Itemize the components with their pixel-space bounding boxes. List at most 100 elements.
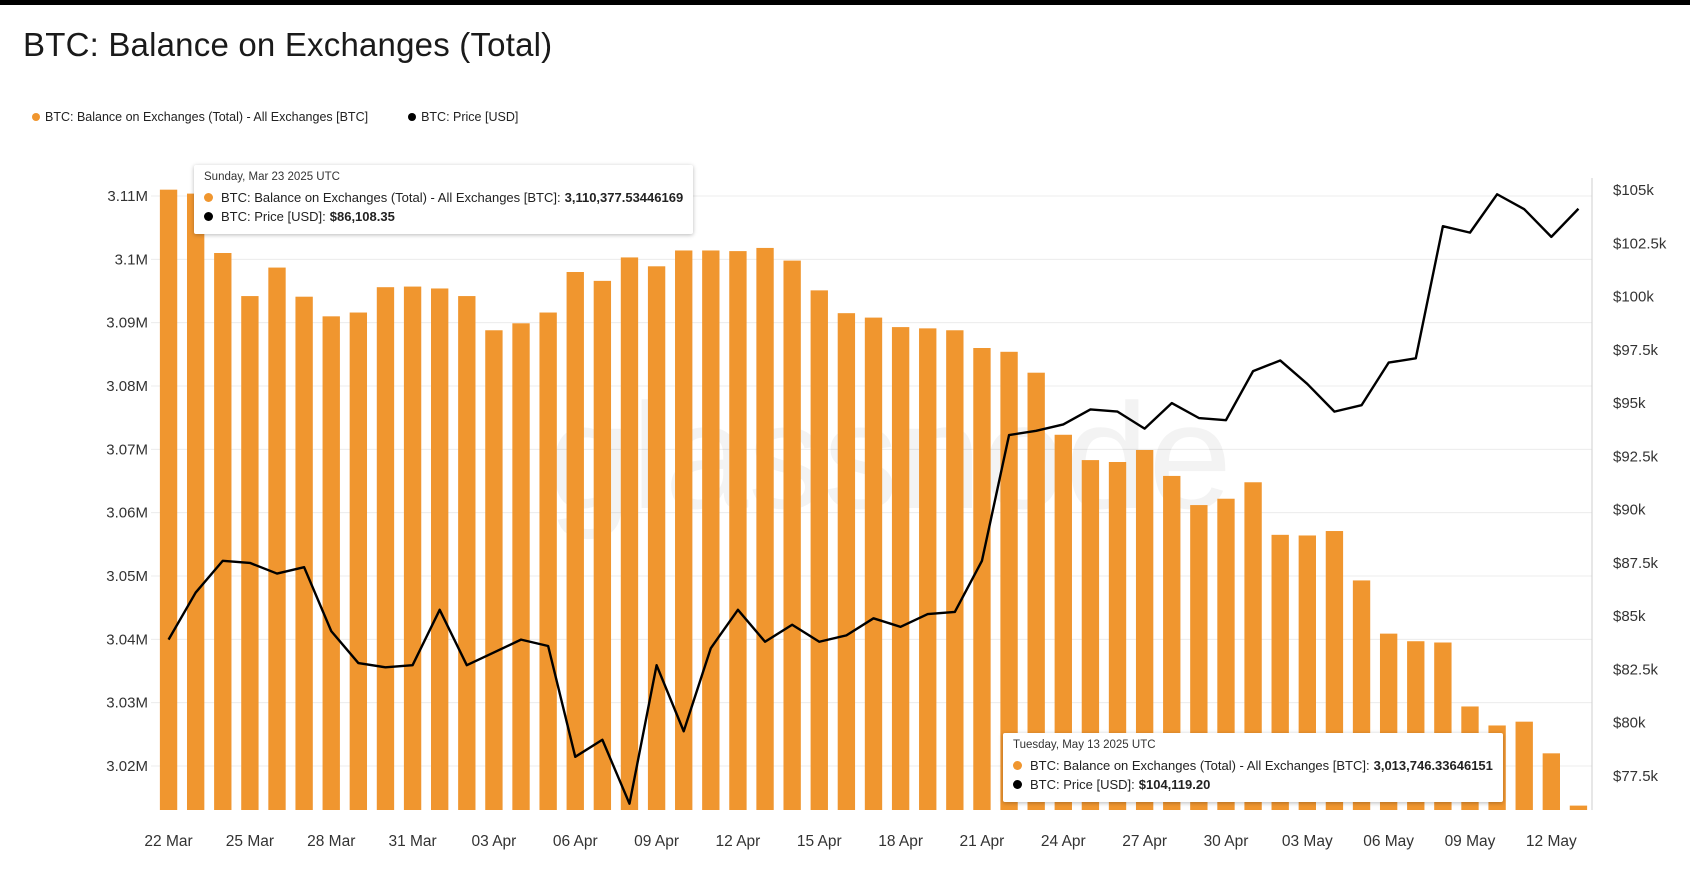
bar-19-apr xyxy=(919,328,937,810)
legend-balance-label: BTC: Balance on Exchanges (Total) - All … xyxy=(45,110,369,124)
y-left-tick-label: 3.05M xyxy=(106,568,148,585)
tooltip-balance-value: 3,013,746.33646151 xyxy=(1373,758,1493,773)
y-right-tick-label: $105k xyxy=(1613,182,1654,199)
y-left-tick-label: 3.02M xyxy=(106,758,148,775)
x-tick-label: 27 Apr xyxy=(1122,833,1167,850)
tooltip-price-marker xyxy=(1013,780,1022,789)
y-left-tick-label: 3.11M xyxy=(107,188,148,205)
legend-item-price[interactable]: BTC: Price [USD] xyxy=(408,110,518,124)
tooltip-balance-marker xyxy=(204,193,213,202)
y-right-tick-label: $92.5k xyxy=(1613,448,1659,465)
x-tick-label: 28 Mar xyxy=(307,833,355,850)
legend-price-marker xyxy=(408,113,417,121)
y-left-tick-label: 3.03M xyxy=(106,695,148,712)
bar-18-apr xyxy=(891,327,910,810)
tooltip-balance-value: 3,110,377.53446169 xyxy=(564,190,684,205)
bar-15-apr xyxy=(810,290,828,810)
x-tick-label: 24 Apr xyxy=(1041,833,1086,850)
tooltip-price-marker xyxy=(204,212,213,221)
tooltip-date: Sunday, Mar 23 2025 UTC xyxy=(204,171,340,183)
y-left-tick-label: 3.07M xyxy=(106,441,148,458)
bar-08-apr xyxy=(620,257,639,810)
bar-20-apr xyxy=(946,330,964,810)
bar-02-apr xyxy=(458,296,476,810)
y-right-tick-label: $77.5k xyxy=(1613,768,1659,785)
y-right-tick-label: $85k xyxy=(1613,608,1646,625)
bar-22-mar xyxy=(159,189,178,811)
legend-balance-marker xyxy=(32,113,40,121)
y-left-tick-label: 3.04M xyxy=(106,631,148,648)
x-tick-label: 06 Apr xyxy=(553,833,598,850)
x-tick-label: 09 May xyxy=(1445,833,1496,850)
bar-23-apr xyxy=(1027,372,1045,810)
bar-30-mar xyxy=(376,287,395,810)
bar-22-apr xyxy=(1000,351,1018,810)
tooltip-row-price: BTC: Price [USD]: $86,108.35 xyxy=(204,207,683,226)
bar-27-apr xyxy=(1135,449,1154,810)
tooltip-price-label: BTC: Price [USD]: xyxy=(1030,777,1135,792)
bar-01-apr xyxy=(431,288,449,811)
bar-11-apr xyxy=(702,250,720,811)
bar-30-apr xyxy=(1217,498,1235,810)
bar-25-mar xyxy=(241,296,259,810)
bar-05-apr xyxy=(539,312,557,810)
bar-21-apr xyxy=(973,348,991,810)
bar-24-mar xyxy=(214,253,232,810)
y-right-tick-label: $90k xyxy=(1613,502,1646,519)
bar-04-apr xyxy=(512,323,530,810)
x-tick-label: 12 Apr xyxy=(716,833,761,850)
chart-title: BTC: Balance on Exchanges (Total) xyxy=(23,26,553,63)
tooltip-balance-label: BTC: Balance on Exchanges (Total) - All … xyxy=(1030,758,1370,773)
bar-09-apr xyxy=(647,266,666,810)
x-tick-label: 06 May xyxy=(1363,833,1414,850)
bar-13-may xyxy=(1569,805,1588,810)
bar-28-apr xyxy=(1163,475,1181,810)
y-right-tick-label: $87.5k xyxy=(1613,555,1659,572)
x-tick-label: 22 Mar xyxy=(144,833,192,850)
left-axis-ticks: 3.02M 3.03M 3.04M 3.05M 3.06M 3.07M 3.08M 3.09M… xyxy=(106,188,148,775)
x-tick-label: 03 Apr xyxy=(472,833,517,850)
tooltip-row-price: BTC: Price [USD]: $104,119.20 xyxy=(1013,775,1493,794)
x-tick-label: 03 May xyxy=(1282,833,1333,850)
bar-24-apr xyxy=(1054,434,1072,810)
y-left-tick-label: 3.1M xyxy=(115,251,148,268)
bar-13-apr xyxy=(756,247,774,810)
y-right-tick-label: $80k xyxy=(1613,715,1646,732)
bar-31-mar xyxy=(403,286,422,810)
x-tick-label: 09 Apr xyxy=(634,833,679,850)
bar-01-may xyxy=(1244,482,1262,810)
bar-23-mar xyxy=(186,193,205,811)
bar-26-mar xyxy=(268,267,286,810)
bar-28-mar xyxy=(322,316,340,810)
legend: BTC: Balance on Exchanges (Total) - All … xyxy=(32,110,558,124)
y-right-tick-label: $95k xyxy=(1613,395,1646,412)
bar-14-apr xyxy=(783,260,801,811)
legend-item-balance[interactable]: BTC: Balance on Exchanges (Total) - All … xyxy=(32,110,368,124)
x-tick-label: 25 Mar xyxy=(226,833,274,850)
price-line xyxy=(167,193,1580,805)
tooltip-date: Tuesday, May 13 2025 UTC xyxy=(1013,739,1156,751)
bar-12-apr xyxy=(729,251,747,811)
x-tick-label: 31 Mar xyxy=(388,833,436,850)
bar-07-apr xyxy=(593,280,612,810)
tooltip-price-label: BTC: Price [USD]: xyxy=(221,209,326,224)
x-tick-label: 15 Apr xyxy=(797,833,842,850)
bar-17-apr xyxy=(864,317,883,810)
tooltip-start: Sunday, Mar 23 2025 UTC BTC: Balance on … xyxy=(194,165,694,234)
tooltip-balance-label: BTC: Balance on Exchanges (Total) - All … xyxy=(221,190,561,205)
x-tick-label: 12 May xyxy=(1526,833,1577,850)
bar-06-apr xyxy=(566,272,584,810)
y-right-tick-label: $97.5k xyxy=(1613,342,1659,359)
bar-27-mar xyxy=(295,296,313,810)
y-left-tick-label: 3.06M xyxy=(106,505,148,522)
bar-29-mar xyxy=(349,312,368,810)
tooltip-end: Tuesday, May 13 2025 UTC BTC: Balance on… xyxy=(1003,733,1503,802)
tooltip-price-value: $86,108.35 xyxy=(329,209,395,224)
y-right-tick-label: $100k xyxy=(1613,289,1654,306)
bar-series xyxy=(159,189,1588,811)
bar-26-apr xyxy=(1108,462,1127,810)
bar-12-may xyxy=(1542,753,1560,810)
bar-25-apr xyxy=(1081,460,1100,810)
top-border xyxy=(0,0,1690,5)
tooltip-row-balance: BTC: Balance on Exchanges (Total) - All … xyxy=(1013,756,1493,775)
